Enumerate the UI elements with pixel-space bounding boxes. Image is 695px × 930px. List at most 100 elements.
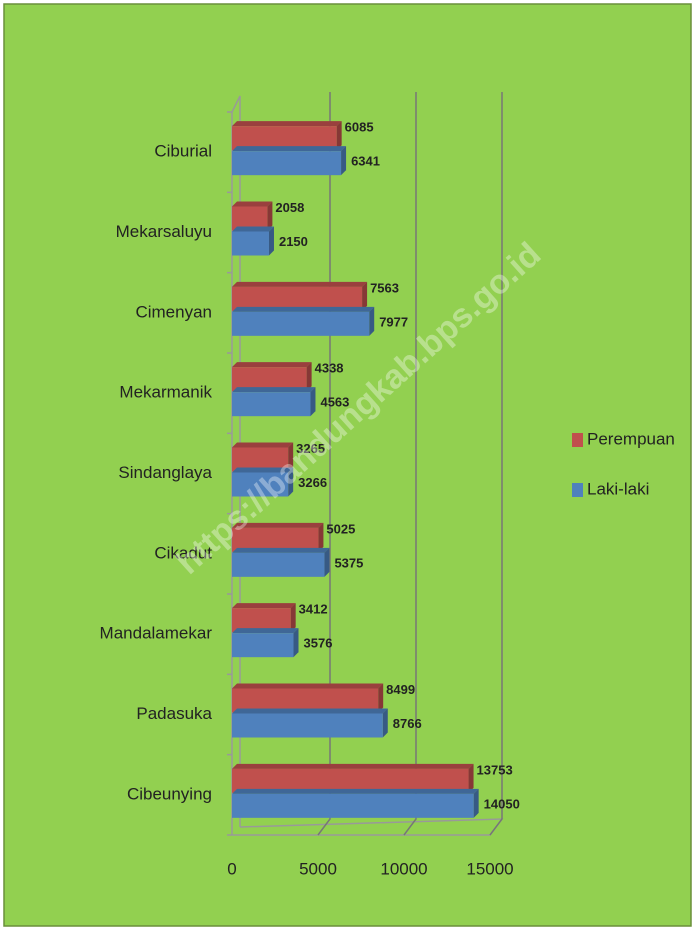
bar-face xyxy=(232,633,294,658)
bar-top xyxy=(232,467,294,473)
bar-top xyxy=(232,442,294,448)
bar xyxy=(232,387,316,417)
value-label: 14050 xyxy=(484,796,520,811)
bar-face xyxy=(232,126,337,151)
bar-side xyxy=(341,146,347,176)
bar xyxy=(232,683,384,713)
bar-top xyxy=(232,603,296,609)
bar-top xyxy=(232,281,368,287)
value-label: 5375 xyxy=(334,555,363,570)
bar xyxy=(232,281,368,311)
y-tick-label: Cikadut xyxy=(154,543,212,562)
value-label: 2150 xyxy=(279,234,308,249)
bar-side xyxy=(288,467,294,497)
bar-face xyxy=(232,231,269,256)
bar-top xyxy=(232,306,375,312)
legend-label: Perempuan xyxy=(587,429,675,448)
value-label: 8766 xyxy=(393,716,422,731)
bar-side xyxy=(268,226,274,256)
bar-face xyxy=(232,793,474,818)
bar-face xyxy=(232,552,325,577)
bar-face xyxy=(232,472,289,497)
bar xyxy=(232,467,294,497)
value-label: 3265 xyxy=(296,441,325,456)
bar xyxy=(232,763,474,793)
grid-line xyxy=(403,92,417,836)
bar xyxy=(232,146,347,176)
x-tick-label: 0 xyxy=(227,859,236,878)
bar-top xyxy=(232,387,316,393)
y-tick-label: Mekarmanik xyxy=(119,383,212,402)
bar-side xyxy=(318,522,324,552)
value-label: 3412 xyxy=(299,602,328,617)
bar xyxy=(232,306,375,336)
value-label: 8499 xyxy=(386,682,415,697)
bar-side xyxy=(324,547,330,577)
bar-side xyxy=(290,603,296,633)
value-label: 4338 xyxy=(315,361,344,376)
y-tick-label: Mekarsaluyu xyxy=(116,222,212,241)
bar-face xyxy=(232,713,383,738)
value-label: 3266 xyxy=(298,475,327,490)
value-label: 3576 xyxy=(304,636,333,651)
y-tick-label: Mandalamekar xyxy=(100,624,213,643)
value-label: 6341 xyxy=(351,154,380,169)
bar-top xyxy=(232,763,474,769)
value-label: 5025 xyxy=(326,521,355,536)
bar-face xyxy=(232,392,311,417)
bar-top xyxy=(232,226,274,232)
y-tick-label: Cimenyan xyxy=(135,302,212,321)
bar-top xyxy=(232,788,479,794)
bar-side xyxy=(306,362,312,392)
legend-label: Laki-laki xyxy=(587,479,649,498)
bar-top xyxy=(232,362,312,368)
legend-swatch xyxy=(572,483,583,497)
y-tick-label: Cibeunying xyxy=(127,784,212,803)
bar-side xyxy=(310,387,316,417)
value-label: 13753 xyxy=(477,762,513,777)
bar-side xyxy=(362,281,368,311)
bar-side xyxy=(267,201,273,231)
bar-top xyxy=(232,522,324,528)
bar-side xyxy=(378,683,384,713)
x-tick-label: 5000 xyxy=(299,859,337,878)
value-label: 6085 xyxy=(345,120,374,135)
bar-side xyxy=(336,121,342,151)
value-label: 7977 xyxy=(379,314,408,329)
bar-top xyxy=(232,121,342,127)
bar xyxy=(232,628,299,658)
bar xyxy=(232,201,273,231)
value-label: 7563 xyxy=(370,280,399,295)
bar-top xyxy=(232,683,384,689)
value-label: 2058 xyxy=(275,200,304,215)
legend-swatch xyxy=(572,433,583,447)
bar xyxy=(232,708,388,738)
bar-face xyxy=(232,311,370,336)
bar-top xyxy=(232,708,388,714)
bar xyxy=(232,226,274,256)
bar-side xyxy=(369,306,375,336)
bar-side xyxy=(468,763,474,793)
bar-face xyxy=(232,151,342,176)
bar xyxy=(232,788,479,818)
bar-side xyxy=(293,628,299,658)
bar-top xyxy=(232,201,273,207)
x-tick-label: 10000 xyxy=(380,859,427,878)
bar xyxy=(232,121,342,151)
bar-top xyxy=(232,146,347,152)
bar-top xyxy=(232,628,299,634)
y-tick-label: Padasuka xyxy=(136,704,212,723)
x-tick-label: 15000 xyxy=(466,859,513,878)
bar-side xyxy=(288,442,294,472)
bar-top xyxy=(232,547,330,553)
bar-side xyxy=(382,708,388,738)
bar xyxy=(232,603,296,633)
bar-side xyxy=(473,788,479,818)
y-tick-label: Ciburial xyxy=(154,142,212,161)
bar xyxy=(232,547,330,577)
y-tick-label: Sindanglaya xyxy=(118,463,212,482)
grid-line xyxy=(489,92,503,836)
bar xyxy=(232,362,312,392)
value-label: 4563 xyxy=(320,395,349,410)
